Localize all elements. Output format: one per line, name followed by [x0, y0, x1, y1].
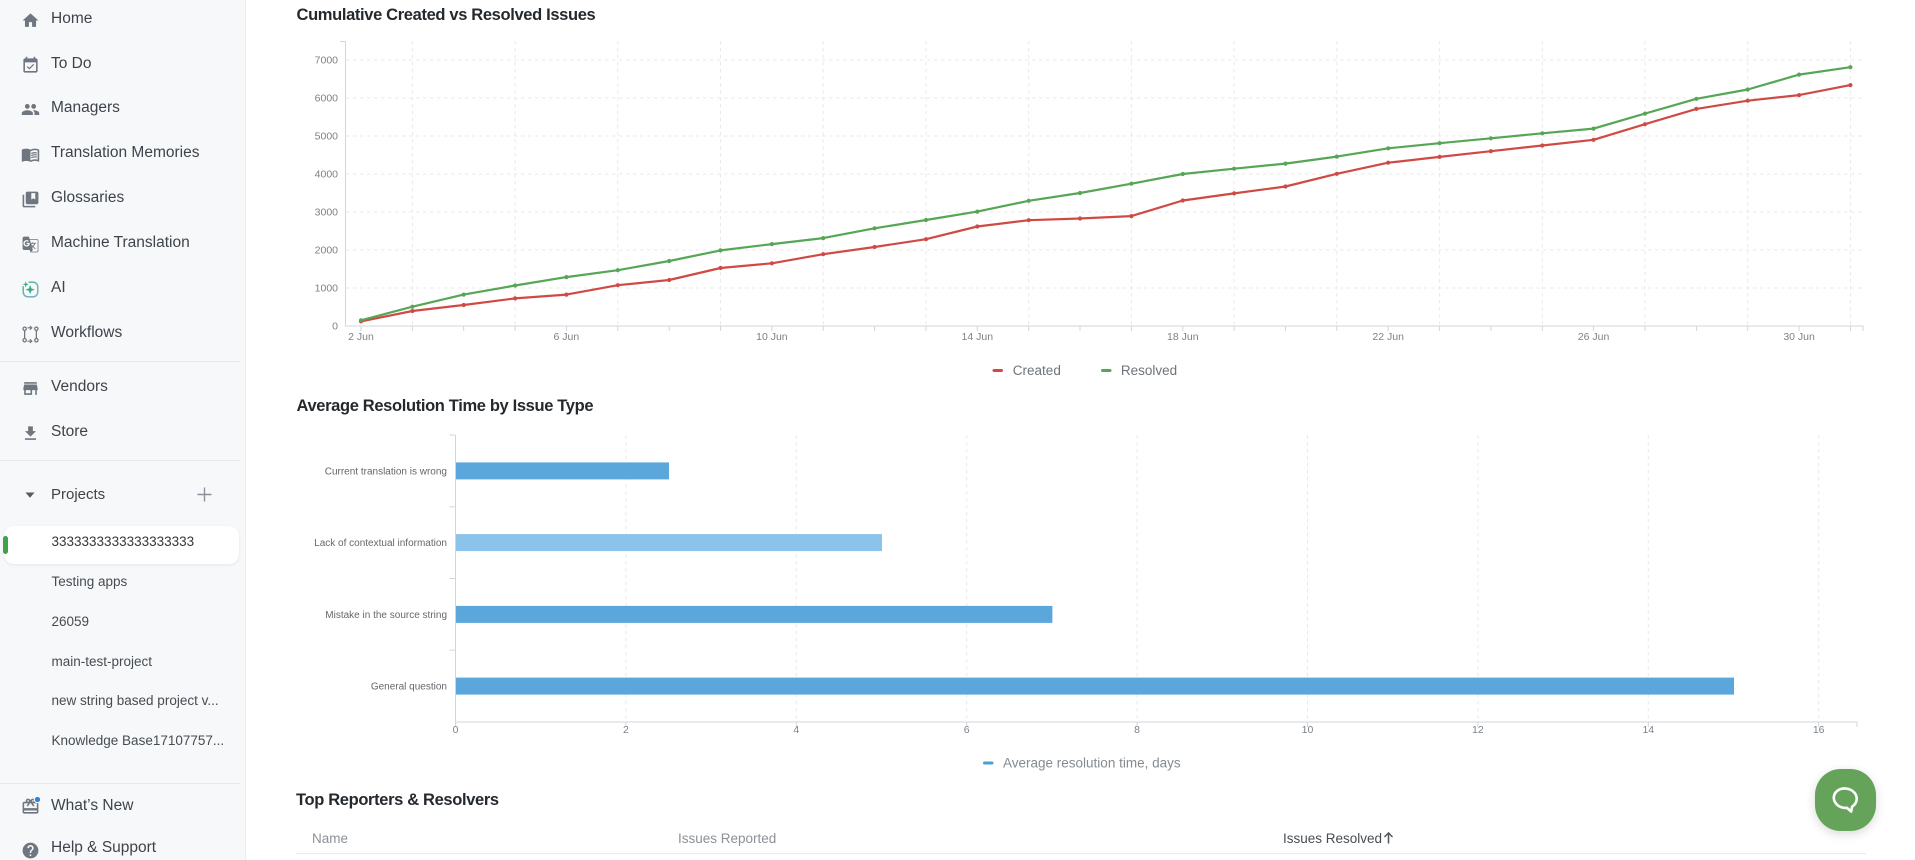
svg-text:0: 0 [453, 724, 459, 736]
svg-text:30 Jun: 30 Jun [1783, 331, 1815, 343]
svg-text:2 Jun: 2 Jun [348, 331, 374, 343]
svg-text:26 Jun: 26 Jun [1578, 331, 1610, 343]
svg-text:3000: 3000 [315, 207, 339, 219]
svg-text:6000: 6000 [315, 93, 339, 105]
svg-text:2000: 2000 [315, 245, 339, 257]
svg-text:10 Jun: 10 Jun [756, 331, 788, 343]
svg-text:0: 0 [332, 321, 338, 333]
svg-text:22 Jun: 22 Jun [1372, 331, 1404, 343]
svg-text:5000: 5000 [315, 131, 339, 143]
svg-text:Lack of contextual information: Lack of contextual information [314, 538, 447, 549]
svg-text:Resolved: Resolved [1121, 363, 1177, 378]
svg-text:Mistake in the source string: Mistake in the source string [325, 610, 447, 621]
svg-text:14 Jun: 14 Jun [962, 331, 994, 343]
svg-text:8: 8 [1134, 724, 1140, 736]
svg-text:6 Jun: 6 Jun [554, 331, 580, 343]
svg-text:1000: 1000 [315, 283, 339, 295]
svg-text:Current translation is wrong: Current translation is wrong [325, 466, 447, 477]
svg-text:4: 4 [793, 724, 799, 736]
svg-text:General question: General question [371, 682, 447, 693]
svg-text:18 Jun: 18 Jun [1167, 331, 1199, 343]
svg-text:12: 12 [1472, 724, 1484, 736]
svg-text:Created: Created [1013, 363, 1061, 378]
svg-text:Average resolution time, days: Average resolution time, days [1003, 756, 1181, 771]
svg-text:7000: 7000 [315, 55, 339, 67]
svg-text:2: 2 [623, 724, 629, 736]
svg-text:10: 10 [1302, 724, 1314, 736]
svg-text:6: 6 [964, 724, 970, 736]
svg-text:16: 16 [1813, 724, 1825, 736]
svg-text:4000: 4000 [315, 169, 339, 181]
svg-text:14: 14 [1642, 724, 1654, 736]
